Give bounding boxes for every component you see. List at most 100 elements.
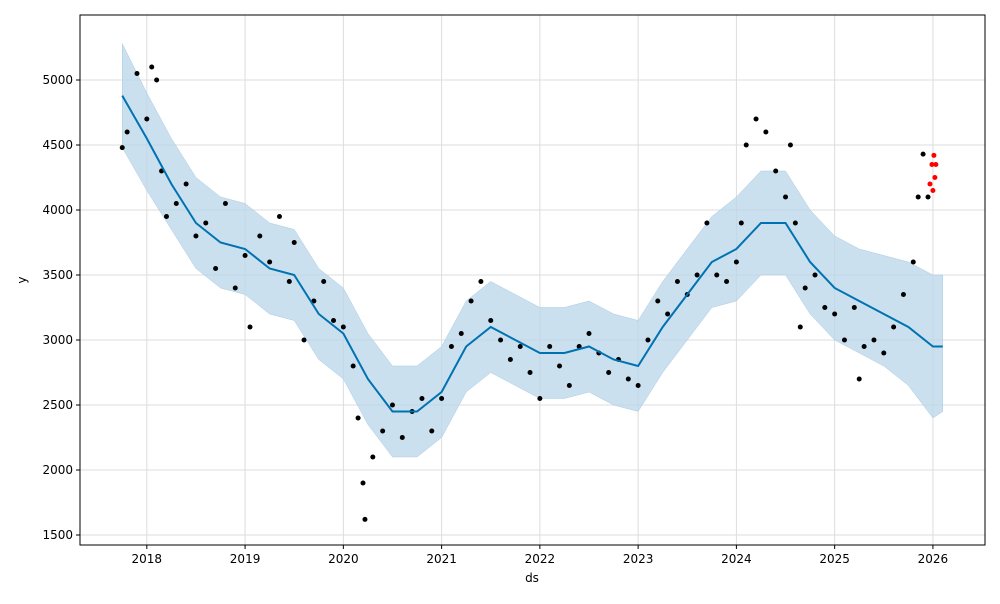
y-tick-label: 2500 — [42, 398, 73, 412]
observed-point — [419, 395, 425, 401]
observed-point — [753, 116, 759, 122]
observed-point — [340, 324, 346, 330]
observed-point — [537, 395, 543, 401]
observed-point — [566, 382, 572, 388]
observed-point — [203, 220, 209, 226]
x-tick-label: 2020 — [328, 552, 359, 566]
observed-point — [856, 376, 862, 382]
observed-point — [370, 454, 376, 460]
x-tick-label: 2018 — [132, 552, 163, 566]
y-axis-label: y — [15, 276, 29, 283]
y-tick-label: 3000 — [42, 333, 73, 347]
observed-point — [389, 402, 395, 408]
forecast-line — [121, 95, 943, 413]
observed-point — [163, 213, 169, 219]
observed-point — [232, 285, 238, 291]
observed-point — [124, 129, 130, 135]
observed-point — [900, 291, 906, 297]
observed-point — [399, 434, 405, 440]
observed-point — [276, 213, 282, 219]
observed-point — [380, 428, 386, 434]
observed-point — [797, 324, 803, 330]
observed-point — [448, 343, 454, 349]
observed-point — [763, 129, 769, 135]
observed-point — [925, 194, 931, 200]
observed-point — [311, 298, 317, 304]
observed-point — [792, 220, 798, 226]
plot-frame — [79, 14, 986, 546]
observed-point — [173, 200, 179, 206]
observed-point — [822, 304, 828, 310]
y-tick-label: 4000 — [42, 203, 73, 217]
observed-point — [183, 181, 189, 187]
observed-point — [527, 369, 533, 375]
observed-point — [362, 516, 368, 522]
observed-point — [193, 233, 199, 239]
highlighted-point — [929, 161, 935, 167]
observed-point — [655, 298, 661, 304]
observed-point — [267, 259, 273, 265]
observed-point — [910, 259, 916, 265]
observed-point — [851, 304, 857, 310]
highlighted-point — [931, 152, 937, 158]
observed-point — [773, 168, 779, 174]
y-tick-label: 5000 — [42, 73, 73, 87]
observed-point — [586, 330, 592, 336]
observed-point — [674, 278, 680, 284]
observed-point — [733, 259, 739, 265]
observed-point — [724, 278, 730, 284]
observed-point — [429, 428, 435, 434]
highlighted-point — [927, 181, 933, 187]
observed-point — [812, 272, 818, 278]
observed-point — [714, 272, 720, 278]
highlighted-point — [930, 187, 936, 193]
observed-point — [257, 233, 263, 239]
x-tick-label: 2021 — [426, 552, 457, 566]
observed-point — [665, 311, 671, 317]
observed-point — [507, 356, 513, 362]
observed-point — [881, 350, 887, 356]
observed-point — [247, 324, 253, 330]
observed-point — [547, 343, 553, 349]
observed-point — [242, 252, 248, 258]
x-tick-label: 2026 — [918, 552, 949, 566]
y-tick-label: 2000 — [42, 463, 73, 477]
observed-point — [213, 265, 219, 271]
observed-point — [154, 77, 160, 83]
observed-point — [738, 220, 744, 226]
observed-point — [149, 64, 155, 70]
observed-point — [783, 194, 789, 200]
x-axis-label: ds — [525, 571, 539, 585]
observed-point — [704, 220, 710, 226]
x-tick-label: 2019 — [230, 552, 261, 566]
observed-point — [635, 382, 641, 388]
observed-point — [871, 337, 877, 343]
observed-point — [478, 278, 484, 284]
observed-point — [920, 151, 926, 157]
observed-point — [468, 298, 474, 304]
observed-point — [222, 200, 228, 206]
observed-point — [832, 311, 838, 317]
observed-point — [355, 415, 361, 421]
y-tick-label: 1500 — [42, 528, 73, 542]
observed-point — [743, 142, 749, 148]
observed-point — [891, 324, 897, 330]
observed-point — [787, 142, 793, 148]
observed-point — [291, 239, 297, 245]
observed-point — [439, 395, 445, 401]
observed-point — [134, 70, 140, 76]
observed-point — [498, 337, 504, 343]
observed-point — [321, 278, 327, 284]
observed-point — [286, 278, 292, 284]
x-tick-label: 2025 — [819, 552, 850, 566]
observed-point — [517, 343, 523, 349]
observed-point — [861, 343, 867, 349]
observed-point — [119, 145, 125, 151]
observed-point — [557, 363, 563, 369]
observed-point — [144, 116, 150, 122]
observed-point — [645, 337, 651, 343]
highlighted-point — [933, 161, 939, 167]
highlighted-point — [932, 174, 938, 180]
observed-point — [360, 480, 366, 486]
